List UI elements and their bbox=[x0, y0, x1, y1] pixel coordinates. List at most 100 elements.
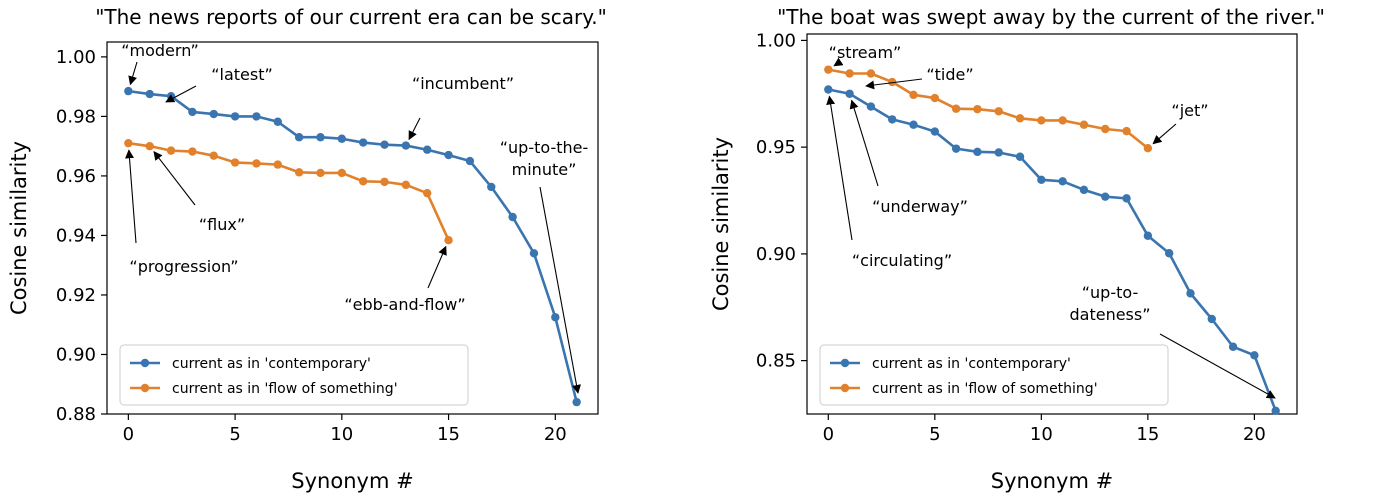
data-point bbox=[1037, 116, 1046, 125]
data-point bbox=[824, 65, 833, 74]
annotation-arrow bbox=[125, 149, 137, 244]
data-point bbox=[824, 85, 833, 94]
series-flow bbox=[124, 138, 453, 245]
plot-frame bbox=[106, 41, 599, 415]
data-point bbox=[188, 147, 197, 156]
series-line bbox=[828, 68, 1149, 150]
annotation-arrow bbox=[833, 57, 844, 67]
annotation-label: dateness” bbox=[1069, 305, 1150, 324]
data-point bbox=[1143, 144, 1153, 153]
annotation-label: “ebb-and-flow” bbox=[344, 295, 465, 314]
data-point bbox=[1186, 289, 1195, 298]
y-tick-label: 0.90 bbox=[56, 344, 96, 365]
chart-panel-1: "The news reports of our current era can… bbox=[7, 5, 607, 493]
annotation: “tide” bbox=[865, 65, 974, 90]
annotation-arrow bbox=[849, 99, 879, 187]
x-tick-label: 0 bbox=[123, 424, 134, 445]
data-point bbox=[1079, 120, 1089, 129]
data-point bbox=[572, 397, 581, 407]
y-axis-label: Cosine similarity bbox=[7, 141, 31, 315]
data-point bbox=[423, 145, 432, 154]
data-point bbox=[866, 102, 876, 111]
data-point bbox=[888, 77, 897, 87]
annotation: “underway” bbox=[849, 99, 968, 216]
data-point bbox=[1101, 192, 1110, 201]
x-axis-label: Synonym # bbox=[291, 469, 413, 493]
data-point bbox=[1101, 124, 1110, 134]
data-point bbox=[508, 212, 517, 222]
data-point bbox=[1250, 351, 1259, 360]
data-point bbox=[1015, 114, 1025, 123]
annotation: “ebb-and-flow” bbox=[344, 245, 466, 314]
annotation: “modern” bbox=[121, 41, 199, 86]
annotation-label: minute” bbox=[512, 160, 577, 179]
y-tick-label: 0.88 bbox=[56, 404, 96, 425]
data-point bbox=[845, 69, 854, 78]
x-tick-label: 20 bbox=[1243, 424, 1266, 445]
legend-swatch-marker bbox=[140, 358, 150, 368]
y-tick-label: 0.95 bbox=[756, 137, 796, 158]
annotation: “jet” bbox=[1152, 101, 1209, 145]
data-point bbox=[487, 182, 496, 192]
data-point bbox=[230, 112, 240, 121]
y-tick-label: 0.98 bbox=[56, 106, 96, 127]
data-point bbox=[252, 112, 261, 121]
data-point bbox=[1037, 175, 1046, 185]
x-axis-label: Synonym # bbox=[991, 469, 1113, 493]
annotation: “latest” bbox=[165, 65, 273, 103]
series-line bbox=[128, 89, 578, 403]
annotation-label: “tide” bbox=[926, 65, 973, 84]
data-point bbox=[358, 177, 368, 186]
data-point bbox=[845, 89, 854, 98]
data-point bbox=[1271, 406, 1280, 415]
data-point bbox=[909, 90, 918, 100]
data-point bbox=[951, 144, 961, 153]
data-point bbox=[316, 168, 325, 178]
data-point bbox=[930, 127, 940, 136]
annotation: “progression” bbox=[125, 149, 239, 276]
data-point bbox=[124, 138, 133, 148]
data-point bbox=[1122, 126, 1131, 136]
x-tick-label: 15 bbox=[1136, 424, 1159, 445]
annotation-label: “up-to-the- bbox=[500, 138, 589, 157]
legend-entry-label: current as in 'flow of something' bbox=[872, 381, 1098, 397]
x-tick-label: 10 bbox=[1030, 424, 1053, 445]
annotation-arrow bbox=[826, 95, 853, 241]
x-tick-label: 20 bbox=[544, 424, 567, 445]
data-point bbox=[252, 159, 261, 168]
annotation-label: “flux” bbox=[199, 215, 245, 234]
data-point bbox=[1164, 249, 1174, 258]
data-point bbox=[337, 134, 347, 143]
x-tick-label: 5 bbox=[929, 424, 940, 445]
data-point bbox=[444, 236, 453, 245]
annotation-arrow bbox=[153, 150, 196, 206]
data-point bbox=[551, 313, 560, 322]
legend-entry-label: current as in 'contemporary' bbox=[872, 356, 1071, 372]
annotation: “up-to-the-minute” bbox=[500, 138, 589, 394]
annotation-arrow bbox=[427, 245, 447, 289]
data-point bbox=[909, 120, 918, 129]
annotation-arrow bbox=[128, 61, 138, 86]
data-point bbox=[401, 141, 411, 150]
data-point bbox=[1079, 185, 1089, 195]
series-line bbox=[828, 88, 1277, 412]
annotation: “stream” bbox=[829, 43, 901, 67]
y-tick-label: 1.00 bbox=[756, 30, 796, 51]
data-point bbox=[994, 148, 1003, 157]
x-tick-label: 0 bbox=[823, 424, 834, 445]
data-point bbox=[1207, 314, 1216, 324]
x-tick-label: 15 bbox=[437, 424, 460, 445]
data-point bbox=[930, 93, 940, 103]
data-point bbox=[209, 109, 218, 119]
series-contemporary bbox=[824, 85, 1280, 415]
series-contemporary bbox=[124, 86, 581, 407]
data-point bbox=[1228, 342, 1238, 351]
legend-swatch-marker bbox=[140, 383, 150, 393]
x-tick-label: 10 bbox=[330, 424, 353, 445]
data-point bbox=[888, 115, 897, 124]
annotation: “incumbent” bbox=[408, 74, 514, 141]
chart-title: "The boat was swept away by the current … bbox=[777, 5, 1325, 29]
data-point bbox=[465, 156, 475, 166]
annotation-label: “progression” bbox=[129, 257, 238, 276]
